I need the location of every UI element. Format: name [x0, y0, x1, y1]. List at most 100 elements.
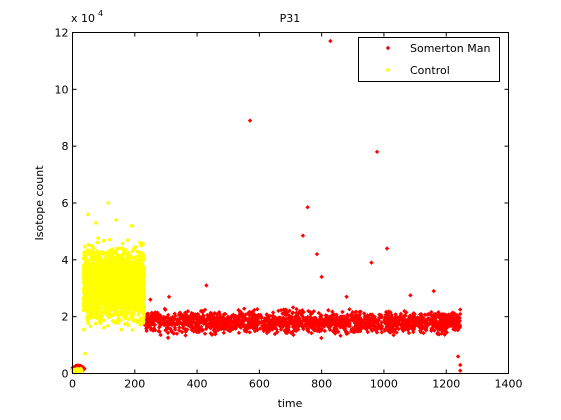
data-point-somerton-man [151, 327, 157, 332]
data-point-somerton-man [158, 332, 163, 338]
data-point-control [99, 290, 104, 295]
data-point-somerton-man [254, 325, 259, 330]
data-point-control [112, 321, 117, 325]
data-point-control [104, 251, 109, 256]
data-point-control [117, 267, 121, 272]
data-point-somerton-man [202, 331, 208, 336]
data-point-control [113, 265, 117, 269]
x-tick-label: 1200 [432, 378, 460, 391]
data-point-control [125, 264, 130, 268]
data-point-somerton-man [366, 314, 371, 320]
data-point-somerton-man [162, 306, 167, 312]
data-point-control [85, 286, 90, 291]
data-point-somerton-man [382, 317, 387, 323]
data-point-somerton-man [259, 315, 264, 321]
data-point-control [107, 253, 112, 257]
data-point-control [88, 272, 92, 277]
data-point-somerton-man [426, 311, 432, 317]
data-point-somerton-man [320, 322, 325, 327]
data-point-somerton-man [354, 314, 359, 320]
data-point-somerton-man [217, 311, 222, 317]
x-axis: 0 200 400 600 800 1000 1200 1400 [69, 32, 523, 391]
data-point-control [138, 274, 143, 279]
data-point-control [96, 271, 100, 275]
data-point-somerton-man [285, 323, 290, 328]
data-point-control [84, 257, 89, 261]
data-point-control [104, 295, 108, 299]
data-point-somerton-man [294, 307, 299, 312]
data-point-somerton-man [358, 327, 364, 332]
data-point-control [114, 300, 119, 305]
data-point-somerton-man [316, 323, 322, 329]
data-point-somerton-man [168, 327, 174, 333]
data-point-control [141, 258, 146, 262]
data-point-somerton-man [301, 323, 307, 329]
data-point-somerton-man [276, 317, 281, 322]
data-point-somerton-man [347, 307, 352, 312]
data-point-somerton-man [191, 316, 197, 322]
data-point-somerton-man [387, 330, 393, 335]
data-point-somerton-man [305, 205, 310, 210]
data-point-somerton-man [437, 323, 443, 328]
data-point-somerton-man [412, 312, 417, 317]
data-point-control [105, 286, 110, 291]
data-point-somerton-man [345, 312, 350, 317]
data-point-control [120, 241, 125, 246]
data-point-somerton-man [246, 318, 251, 324]
data-point-somerton-man [400, 328, 406, 334]
data-point-somerton-man [236, 321, 241, 327]
data-point-control [81, 263, 86, 268]
data-point-somerton-man [198, 308, 204, 314]
data-point-somerton-man [316, 310, 322, 316]
data-point-somerton-man [448, 313, 453, 318]
data-point-control [91, 268, 95, 272]
data-point-control [115, 305, 119, 309]
data-point-somerton-man [312, 316, 317, 321]
data-point-control [106, 201, 111, 205]
data-point-somerton-man [346, 323, 351, 329]
data-point-somerton-man [429, 326, 434, 331]
data-point-somerton-man [421, 315, 426, 321]
data-point-somerton-man [172, 311, 177, 316]
data-point-somerton-man [293, 314, 299, 319]
data-point-somerton-man [438, 327, 443, 332]
data-point-control [108, 274, 113, 278]
data-point-somerton-man [222, 321, 228, 326]
data-point-control [122, 300, 126, 304]
data-point-control [137, 254, 142, 259]
data-point-control [114, 255, 119, 260]
y-axis-label: Isotope count [33, 165, 46, 241]
data-point-control [91, 251, 96, 255]
data-point-control [86, 308, 90, 313]
data-point-somerton-man [183, 333, 188, 338]
y-tick-label: 10 [55, 83, 69, 96]
legend-box [358, 37, 500, 82]
data-point-control [82, 245, 87, 249]
data-point-control [85, 261, 90, 265]
data-point-control [119, 301, 124, 306]
data-point-somerton-man [395, 319, 400, 324]
data-point-control [110, 247, 115, 251]
data-point-somerton-man [328, 38, 333, 44]
data-point-somerton-man [408, 293, 413, 298]
data-point-control [114, 218, 118, 222]
data-point-somerton-man [379, 315, 385, 320]
data-point-control [96, 236, 100, 240]
data-point-somerton-man [289, 321, 294, 326]
y-exponent-label: x 10 [71, 12, 95, 25]
data-point-somerton-man [399, 324, 405, 330]
data-point-control [98, 257, 103, 261]
legend-marker-control [386, 68, 390, 72]
data-point-control [116, 321, 120, 325]
data-point-control [117, 246, 122, 251]
data-point-control [136, 266, 141, 271]
data-point-somerton-man [242, 324, 247, 330]
data-point-somerton-man [284, 312, 290, 317]
data-point-somerton-man [324, 315, 329, 321]
data-point-control [108, 299, 113, 303]
data-point-control [140, 271, 145, 275]
series-control [70, 201, 146, 375]
x-tick-label: 600 [249, 378, 270, 391]
data-point-control [90, 315, 95, 319]
data-point-somerton-man [162, 321, 167, 326]
